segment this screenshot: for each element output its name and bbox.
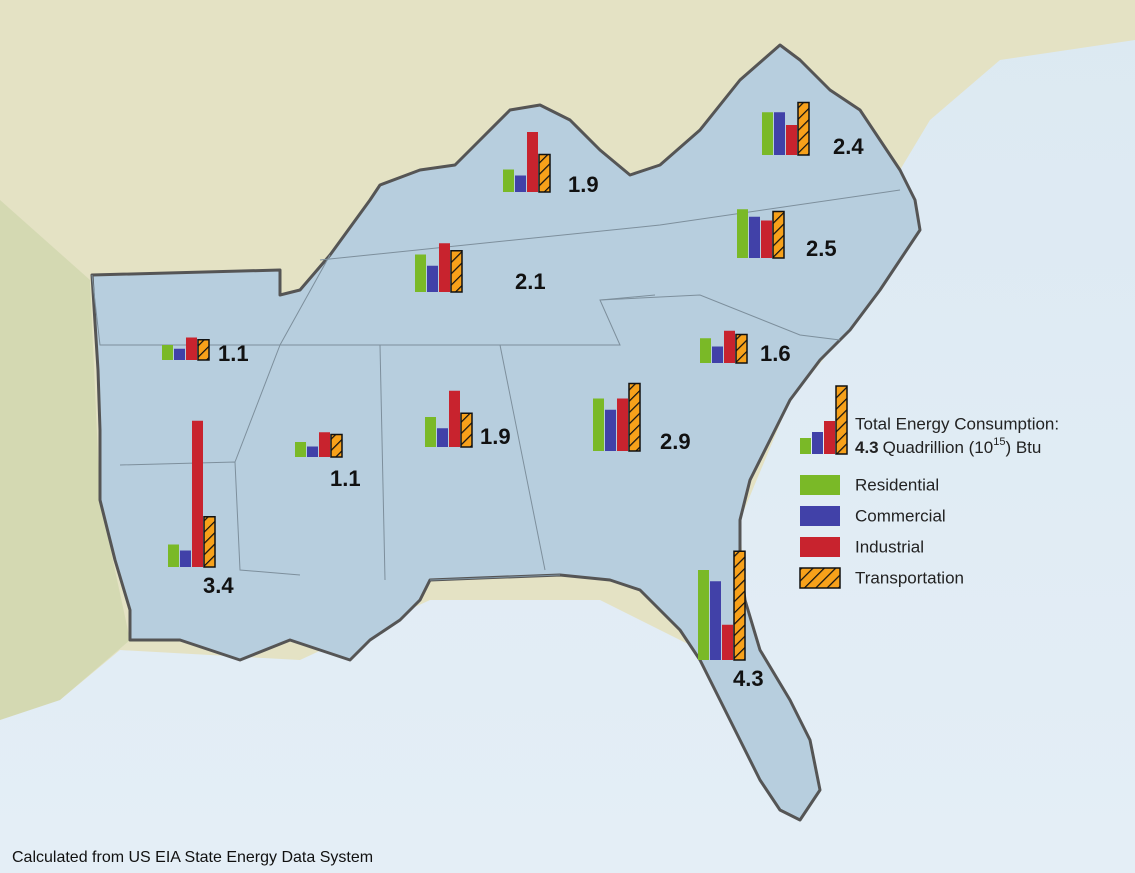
- bar: [724, 331, 735, 363]
- bar: [734, 551, 745, 660]
- legend-icon: [836, 386, 847, 454]
- legend-title: Total Energy Consumption:: [855, 414, 1059, 433]
- state-total: 1.1: [330, 466, 361, 491]
- bar: [786, 125, 797, 155]
- bar: [295, 442, 306, 457]
- bar: [762, 112, 773, 155]
- bar: [415, 255, 426, 293]
- legend-swatch: [800, 506, 840, 526]
- bar: [736, 335, 747, 364]
- page: {"source": "Calculated from US EIA State…: [0, 0, 1135, 873]
- bar: [449, 391, 460, 447]
- bar: [761, 221, 772, 259]
- state-total: 2.9: [660, 429, 691, 454]
- legend-icon: [812, 432, 823, 454]
- bar: [503, 170, 514, 193]
- bar: [710, 581, 721, 660]
- legend-label: Residential: [855, 475, 939, 494]
- legend-label: Commercial: [855, 506, 946, 525]
- bar: [617, 399, 628, 452]
- legend-unit-suffix: ) Btu: [1005, 438, 1041, 457]
- bar: [700, 338, 711, 363]
- bar: [451, 251, 462, 292]
- legend-swatch: [800, 568, 840, 588]
- bar: [427, 266, 438, 292]
- legend-unit-text: Quadrillion (10: [883, 438, 994, 457]
- bar: [439, 243, 450, 292]
- bar: [737, 209, 748, 258]
- state-total: 1.6: [760, 341, 791, 366]
- legend-icon: [824, 421, 835, 454]
- legend-example-total: 4.3: [855, 438, 879, 457]
- bar: [461, 413, 472, 447]
- bar: [204, 517, 215, 567]
- bar: [437, 428, 448, 447]
- bar: [749, 217, 760, 258]
- bar: [515, 176, 526, 193]
- state-total: 3.4: [203, 573, 234, 598]
- legend-swatch: [800, 537, 840, 557]
- legend-exponent: 15: [993, 436, 1005, 448]
- state-total: 1.9: [568, 172, 599, 197]
- bar: [331, 435, 342, 458]
- bar: [192, 421, 203, 567]
- bar: [425, 417, 436, 447]
- state-total: 2.1: [515, 269, 546, 294]
- bar: [307, 447, 318, 458]
- bar: [539, 155, 550, 193]
- bar: [180, 551, 191, 568]
- bar: [629, 384, 640, 452]
- bar: [168, 545, 179, 568]
- state-total: 1.9: [480, 424, 511, 449]
- bar: [698, 570, 709, 660]
- legend-label: Transportation: [855, 568, 964, 587]
- legend-label: Industrial: [855, 537, 924, 556]
- map: Calculated from US EIA State Energy Data…: [0, 0, 1135, 873]
- bar: [605, 410, 616, 451]
- bar: [186, 338, 197, 361]
- bar: [773, 212, 784, 259]
- bar: [722, 625, 733, 660]
- state-total: 2.5: [806, 236, 837, 261]
- state-total: 1.1: [218, 341, 249, 366]
- bar: [593, 399, 604, 452]
- legend-icon: [800, 438, 811, 454]
- bar: [319, 432, 330, 457]
- bar: [798, 103, 809, 156]
- bar: [174, 349, 185, 360]
- bar: [162, 345, 173, 360]
- state-total: 2.4: [833, 134, 864, 159]
- state-total: 4.3: [733, 666, 764, 691]
- bar: [198, 340, 209, 360]
- bar: [527, 132, 538, 192]
- bar: [774, 112, 785, 155]
- bar: [712, 347, 723, 364]
- legend-swatch: [800, 475, 840, 495]
- source-note: Calculated from US EIA State Energy Data…: [12, 849, 373, 866]
